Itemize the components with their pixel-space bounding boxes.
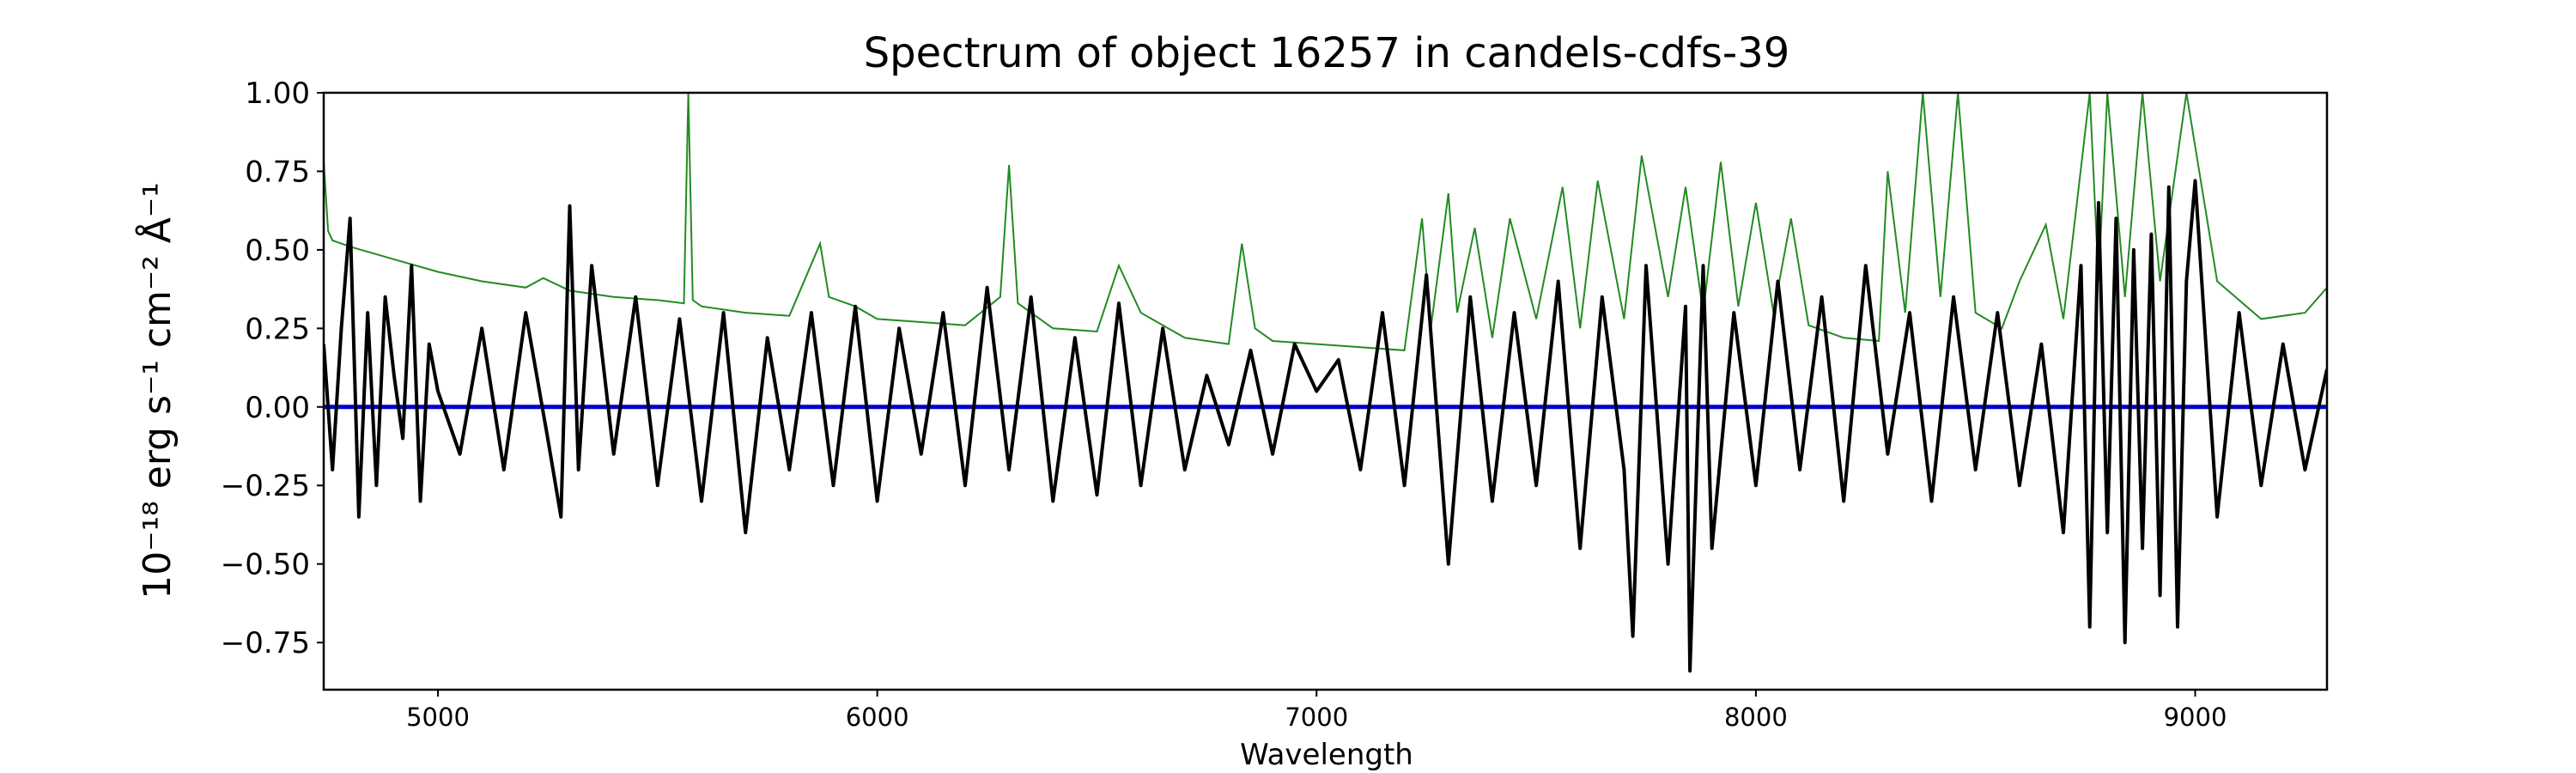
y-axis: 1.00 0.75 0.50 0.25 0.00 −0.25 −0.50 −0.75 bbox=[221, 76, 324, 660]
x-axis-label: Wavelength bbox=[1240, 738, 1413, 772]
x-tick-label: 9000 bbox=[2164, 703, 2227, 732]
noise-series-line bbox=[324, 93, 2327, 351]
plot-frame bbox=[322, 91, 2329, 691]
x-tick-label: 5000 bbox=[406, 703, 470, 732]
y-tick-label: 0.75 bbox=[245, 155, 310, 189]
x-tick-label: 6000 bbox=[846, 703, 909, 732]
y-tick-label: −0.50 bbox=[221, 548, 310, 582]
y-tick-label: 0.25 bbox=[245, 312, 310, 346]
x-axis: 5000 6000 7000 8000 9000 bbox=[406, 690, 2227, 732]
y-tick-label: −0.75 bbox=[221, 626, 310, 660]
y-tick-label: −0.25 bbox=[221, 469, 310, 503]
chart-title: Spectrum of object 16257 in candels-cdfs… bbox=[864, 29, 1790, 77]
plot-series-layer bbox=[324, 93, 2327, 673]
y-tick-label: 1.00 bbox=[245, 76, 310, 111]
x-tick-label: 8000 bbox=[1724, 703, 1788, 732]
x-tick-label: 7000 bbox=[1285, 703, 1348, 732]
y-tick-label: 0.00 bbox=[245, 391, 310, 425]
y-tick-label: 0.50 bbox=[245, 234, 310, 268]
y-axis-label: 10⁻¹⁸ erg s⁻¹ cm⁻² Å⁻¹ bbox=[134, 182, 179, 599]
spectrum-series-line bbox=[324, 179, 2327, 673]
